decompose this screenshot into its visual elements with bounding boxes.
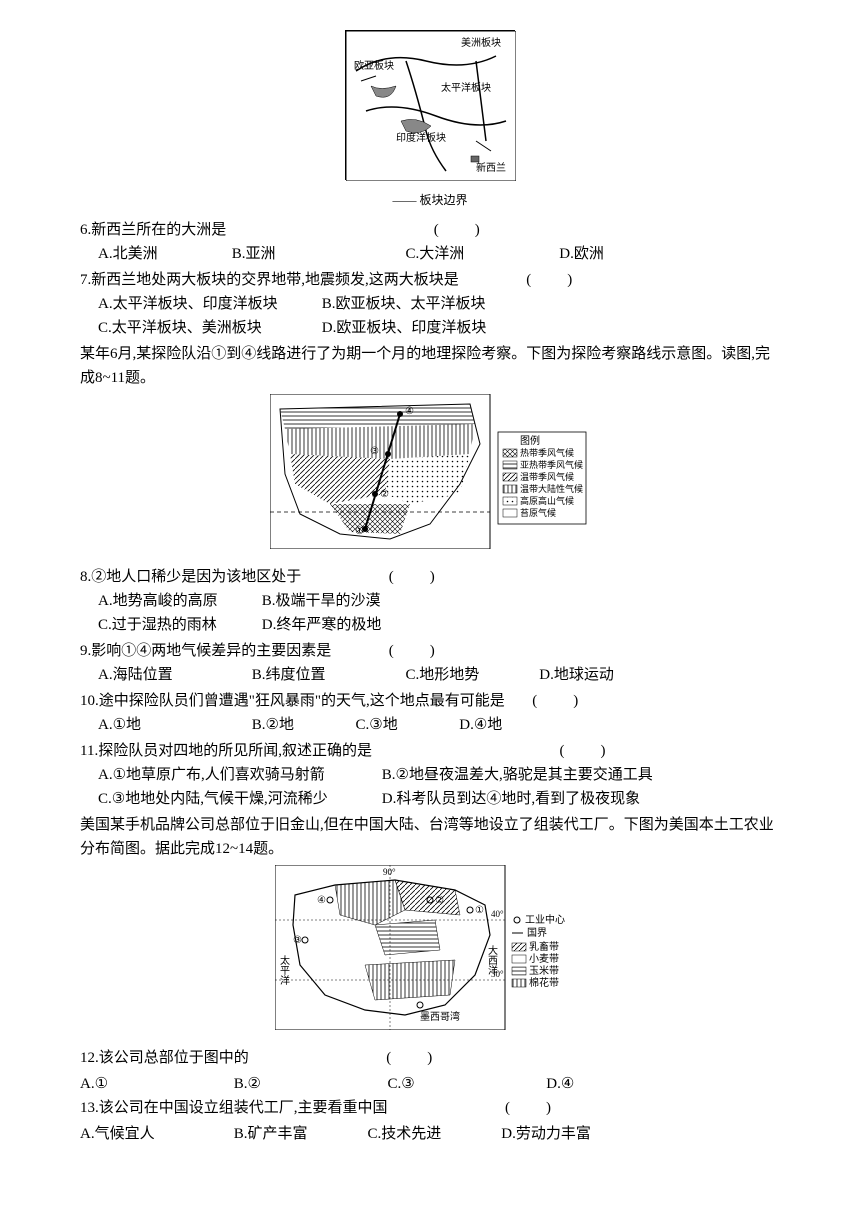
question-8: 8.②地人口稀少是因为该地区处于 ( ) A.地势高峻的高原 B.极端干旱的沙漠… [80, 565, 780, 637]
q11-c: C.③地地处内陆,气候干燥,河流稀少 [98, 787, 378, 811]
svg-text:90°: 90° [383, 867, 396, 877]
map2: ① ② ③ ④ 图例 热带季风气候 亚热带季风气候 温带季风气候 温带大陆性气候… [270, 394, 590, 549]
q9-d: D.地球运动 [539, 663, 614, 687]
map1-nz-label: 新西兰 [476, 161, 506, 174]
question-10: 10.途中探险队员们曾遭遇"狂风暴雨"的天气,这个地点最有可能是 ( ) A.①… [80, 689, 780, 737]
question-6: 6.新西兰所在的大洲是 ( ) A.北美洲 B.亚洲 C.大洋洲 D.欧洲 [80, 218, 780, 266]
map1: 美洲板块 欧亚板块 太平洋板块 印度洋板块 新西兰 [345, 30, 515, 180]
q7-b: B.欧亚板块、太平洋板块 [322, 292, 486, 316]
svg-text:亚热带季风气候: 亚热带季风气候 [520, 459, 583, 470]
q12-a: A.① [80, 1072, 230, 1096]
map1-pacific-label: 太平洋板块 [441, 81, 491, 94]
q12-c: C.③ [388, 1072, 543, 1096]
intro-12-14: 美国某手机品牌公司总部位于旧金山,但在中国大陆、台湾等地设立了组装代工厂。下图为… [80, 813, 780, 861]
q13-text: 13.该公司在中国设立组装代工厂,主要看重中国 [80, 1100, 388, 1116]
q10-a: A.①地 [98, 713, 248, 737]
q13-c: C.技术先进 [368, 1122, 498, 1146]
q10-paren: ( ) [532, 693, 580, 709]
q11-d: D.科考队员到达④地时,看到了极夜现象 [382, 787, 640, 811]
q13-d: D.劳动力丰富 [501, 1122, 591, 1146]
question-13: 13.该公司在中国设立组装代工厂,主要看重中国 ( ) [80, 1096, 780, 1120]
map1-caption: —— 板块边界 [80, 191, 780, 210]
q12-d: D.④ [546, 1072, 574, 1096]
map1-eurasia-label: 欧亚板块 [354, 59, 394, 72]
q8-d: D.终年严寒的极地 [262, 613, 382, 637]
svg-text:温带大陆性气候: 温带大陆性气候 [520, 483, 583, 494]
map1-container: 美洲板块 欧亚板块 太平洋板块 印度洋板块 新西兰 —— 板块边界 [80, 30, 780, 210]
svg-text:高原高山气候: 高原高山气候 [520, 495, 574, 506]
map1-indian-label: 印度洋板块 [396, 131, 446, 144]
svg-text:工业中心: 工业中心 [525, 913, 565, 926]
question-11: 11.探险队员对四地的所见所闻,叙述正确的是 ( ) A.①地草原广布,人们喜欢… [80, 739, 780, 811]
q10-b: B.②地 [252, 713, 352, 737]
q8-a: A.地势高峻的高原 [98, 589, 258, 613]
q7-text: 7.新西兰地处两大板块的交界地带,地震频发,这两大板块是 [80, 272, 459, 288]
svg-text:40°: 40° [491, 909, 504, 919]
q7-paren: ( ) [526, 272, 574, 288]
svg-text:②: ② [380, 489, 389, 500]
intro-8-11: 某年6月,某探险队沿①到④线路进行了为期一个月的地理探险考察。下图为探险考察路线… [80, 342, 780, 390]
svg-text:国界: 国界 [527, 927, 547, 939]
q8-b: B.极端干旱的沙漠 [262, 589, 381, 613]
q11-b: B.②地昼夜温差大,骆驼是其主要交通工具 [382, 763, 653, 787]
svg-text:①: ① [475, 905, 484, 916]
q7-d: D.欧亚板块、印度洋板块 [322, 316, 487, 340]
q13-a: A.气候宜人 [80, 1122, 230, 1146]
map2-container: ① ② ③ ④ 图例 热带季风气候 亚热带季风气候 温带季风气候 温带大陆性气候… [80, 394, 780, 557]
q12-b: B.② [234, 1072, 384, 1096]
q9-b: B.纬度位置 [252, 663, 402, 687]
svg-text:④: ④ [317, 895, 326, 906]
q10-text: 10.途中探险队员们曾遭遇"狂风暴雨"的天气,这个地点最有可能是 [80, 693, 505, 709]
q6-c: C.大洋洲 [406, 242, 556, 266]
svg-text:④: ④ [405, 406, 414, 417]
q8-text: 8.②地人口稀少是因为该地区处于 [80, 569, 301, 585]
q12-text: 12.该公司总部位于图中的 [80, 1050, 249, 1066]
question-7: 7.新西兰地处两大板块的交界地带,地震频发,这两大板块是 ( ) A.太平洋板块… [80, 268, 780, 340]
svg-text:乳畜带: 乳畜带 [529, 940, 559, 953]
svg-text:②: ② [435, 895, 444, 906]
q8-c: C.过于湿热的雨林 [98, 613, 258, 637]
svg-text:棉花带: 棉花带 [529, 976, 559, 989]
q6-b: B.亚洲 [232, 242, 402, 266]
map1-america-label: 美洲板块 [461, 36, 501, 49]
svg-text:太平洋: 太平洋 [278, 954, 290, 986]
q7-c: C.太平洋板块、美洲板块 [98, 316, 318, 340]
q13-paren: ( ) [505, 1100, 553, 1116]
svg-text:温带季风气候: 温带季风气候 [520, 471, 574, 482]
svg-text:苔原气候: 苔原气候 [520, 507, 556, 518]
q10-c: C.③地 [356, 713, 456, 737]
q9-c: C.地形地势 [406, 663, 536, 687]
svg-text:玉米带: 玉米带 [529, 964, 559, 977]
q11-text: 11.探险队员对四地的所见所闻,叙述正确的是 [80, 743, 372, 759]
svg-text:小麦带: 小麦带 [529, 953, 559, 965]
q11-paren: ( ) [559, 743, 607, 759]
q6-d: D.欧洲 [559, 242, 604, 266]
svg-text:图例: 图例 [520, 434, 540, 447]
svg-text:③: ③ [370, 446, 379, 457]
q7-a: A.太平洋板块、印度洋板块 [98, 292, 318, 316]
map3: ① ② ③ ④ 90° 40° 30° 太平洋 墨西哥湾 大西洋 工业中心 国界… [275, 865, 585, 1030]
q10-d: D.④地 [459, 713, 502, 737]
q9-text: 9.影响①④两地气候差异的主要因素是 [80, 643, 331, 659]
q12-paren: ( ) [386, 1050, 434, 1066]
q8-paren: ( ) [389, 569, 437, 585]
svg-text:①: ① [355, 526, 364, 537]
q9-a: A.海陆位置 [98, 663, 248, 687]
svg-text:大西洋: 大西洋 [486, 944, 498, 976]
map3-container: ① ② ③ ④ 90° 40° 30° 太平洋 墨西哥湾 大西洋 工业中心 国界… [80, 865, 780, 1038]
svg-text:墨西哥湾: 墨西哥湾 [420, 1010, 460, 1023]
question-9: 9.影响①④两地气候差异的主要因素是 ( ) A.海陆位置 B.纬度位置 C.地… [80, 639, 780, 687]
q6-text: 6.新西兰所在的大洲是 [80, 222, 226, 238]
q11-a: A.①地草原广布,人们喜欢骑马射箭 [98, 763, 378, 787]
q6-a: A.北美洲 [98, 242, 228, 266]
svg-text:③: ③ [293, 935, 302, 946]
q9-paren: ( ) [389, 643, 437, 659]
q6-paren: ( ) [434, 222, 482, 238]
svg-text:热带季风气候: 热带季风气候 [520, 447, 574, 458]
q13-b: B.矿产丰富 [234, 1122, 364, 1146]
question-12: 12.该公司总部位于图中的 ( ) [80, 1046, 780, 1070]
